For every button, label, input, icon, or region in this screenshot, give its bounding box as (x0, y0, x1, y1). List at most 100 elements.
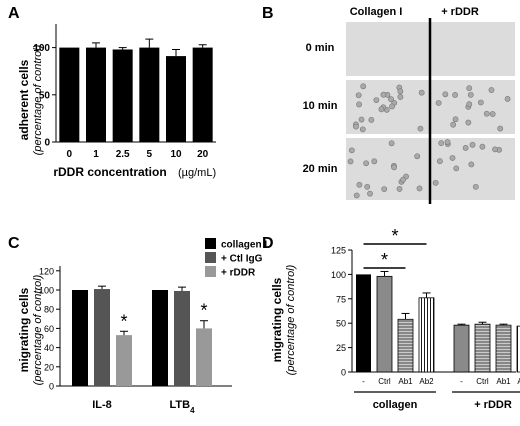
chart-a-xlabel-unit: (µg/mL) (178, 167, 216, 179)
micro-cell (450, 121, 457, 128)
chart-d-ytick-label: 75 (336, 294, 346, 304)
chart-d: migrating cells (percentage of control) … (270, 226, 520, 411)
micro-cell (416, 185, 423, 192)
micro-col-label-rddr: + rDDR (441, 6, 479, 18)
chart-d-ytick-label: 125 (331, 246, 346, 256)
chart-d-significance-star: * (381, 250, 388, 270)
chart-d-xtick-label: - (460, 377, 463, 386)
chart-a-ytick-label: 0 (44, 138, 50, 149)
chart-a-bar (139, 47, 160, 142)
chart-a-xtick-label: 2.5 (116, 149, 130, 160)
chart-c: migrating cells (percentage of control) … (17, 238, 267, 415)
micro-cell (389, 103, 395, 110)
chart-a-ylabel-sub: (percentage of control) (32, 44, 44, 155)
micro-cell (360, 83, 367, 90)
chart-c-ylabel: migrating cells (17, 287, 31, 372)
micro-row-label-2: 20 min (303, 163, 338, 175)
chart-c-legend-swatch (205, 252, 216, 263)
micro-cell (391, 164, 397, 171)
chart-d-bar (495, 324, 512, 373)
micro-cell (453, 165, 460, 172)
micro-cell (452, 116, 459, 123)
chart-a-ytick-label: 50 (39, 90, 51, 101)
chart-c-legend-swatch (205, 266, 216, 277)
micro-cell (397, 94, 404, 100)
micro-cell (381, 186, 388, 193)
micro-cell (348, 147, 355, 154)
micro-cell (489, 111, 496, 117)
chart-a-ytick-label: 100 (33, 43, 50, 54)
micro-cell (438, 140, 445, 147)
chart-c-ytick-label: 100 (39, 286, 54, 296)
micro-cell (417, 125, 424, 132)
chart-d-ylabel: migrating cells (270, 277, 284, 362)
micro-col-label-collagen: Collagen I (350, 6, 403, 18)
chart-c-ytick-label: 20 (44, 362, 54, 372)
micro-cell (359, 126, 366, 133)
chart-a: adherent cells (percentage of control) r… (17, 24, 216, 179)
chart-a-bar (112, 49, 133, 142)
micro-cell (367, 190, 373, 197)
chart-c-ytick-label: 0 (49, 382, 54, 392)
chart-a-bar (192, 47, 213, 142)
micro-cell (472, 183, 479, 190)
chart-c-bar (174, 290, 190, 386)
chart-c-bar (116, 335, 132, 386)
chart-d-xtick-label: Ab2 (517, 377, 520, 386)
micro-cell (396, 186, 403, 192)
micro-cell (373, 97, 380, 104)
micro-cell (435, 100, 442, 106)
chart-a-xtick-label: 0 (67, 149, 73, 160)
panel-label-d: D (262, 235, 274, 252)
chart-c-bar (196, 328, 212, 386)
micro-cell (432, 179, 439, 186)
chart-d-xtick-label: Ab1 (496, 377, 511, 386)
chart-c-ytick-label: 80 (44, 305, 54, 315)
chart-d-bar (356, 274, 371, 372)
chart-c-legend-swatch (205, 238, 216, 249)
panel-label-a: A (8, 5, 20, 22)
micro-cell (353, 192, 360, 199)
chart-d-xtick-label: Ab2 (419, 377, 434, 386)
micro-cell (483, 110, 490, 117)
chart-d-group-label: collagen (373, 399, 418, 411)
chart-a-xtick-label: 20 (197, 149, 209, 160)
chart-d-bar (516, 325, 520, 373)
micro-cell (492, 146, 498, 153)
micro-cell (414, 153, 421, 160)
micro-cell (442, 91, 449, 98)
chart-c-ytick-label: 120 (39, 266, 54, 276)
micro-cell (400, 176, 406, 183)
chart-a-xtick-label: 5 (147, 149, 153, 160)
micro-cell (347, 158, 354, 165)
chart-c-ytick-label: 60 (44, 324, 54, 334)
micro-cell (363, 160, 370, 167)
chart-d-group-label: + rDDR (474, 399, 512, 411)
micro-cell (479, 143, 486, 150)
micro-cell (469, 141, 476, 148)
micro-cell (444, 139, 451, 145)
micro-cell (418, 89, 425, 96)
chart-d-bar (397, 318, 414, 373)
micro-cell (466, 101, 473, 108)
chart-a-xlabel: rDDR concentration (53, 165, 166, 179)
chart-c-bar (152, 290, 168, 386)
chart-a-bar (59, 47, 80, 142)
micro-cell (488, 87, 495, 93)
micro-cell (436, 158, 443, 165)
chart-c-significance-star: * (200, 301, 207, 321)
micro-cell (504, 96, 511, 102)
chart-c-xtick-label: LTB4 (169, 399, 195, 415)
chart-d-xtick-label: Ab1 (398, 377, 413, 386)
micro-cell (462, 144, 469, 151)
chart-a-xtick-label: 10 (170, 149, 182, 160)
chart-c-legend-label: + Ctl IgG (221, 254, 263, 265)
micro-cell (452, 91, 458, 98)
micro-row-label-0: 0 min (306, 42, 335, 54)
micro-cell (378, 106, 385, 113)
chart-c-bar (72, 290, 88, 386)
micro-cell (465, 119, 472, 126)
chart-d-ytick-label: 0 (341, 368, 346, 378)
chart-c-ytick-label: 40 (44, 343, 54, 353)
